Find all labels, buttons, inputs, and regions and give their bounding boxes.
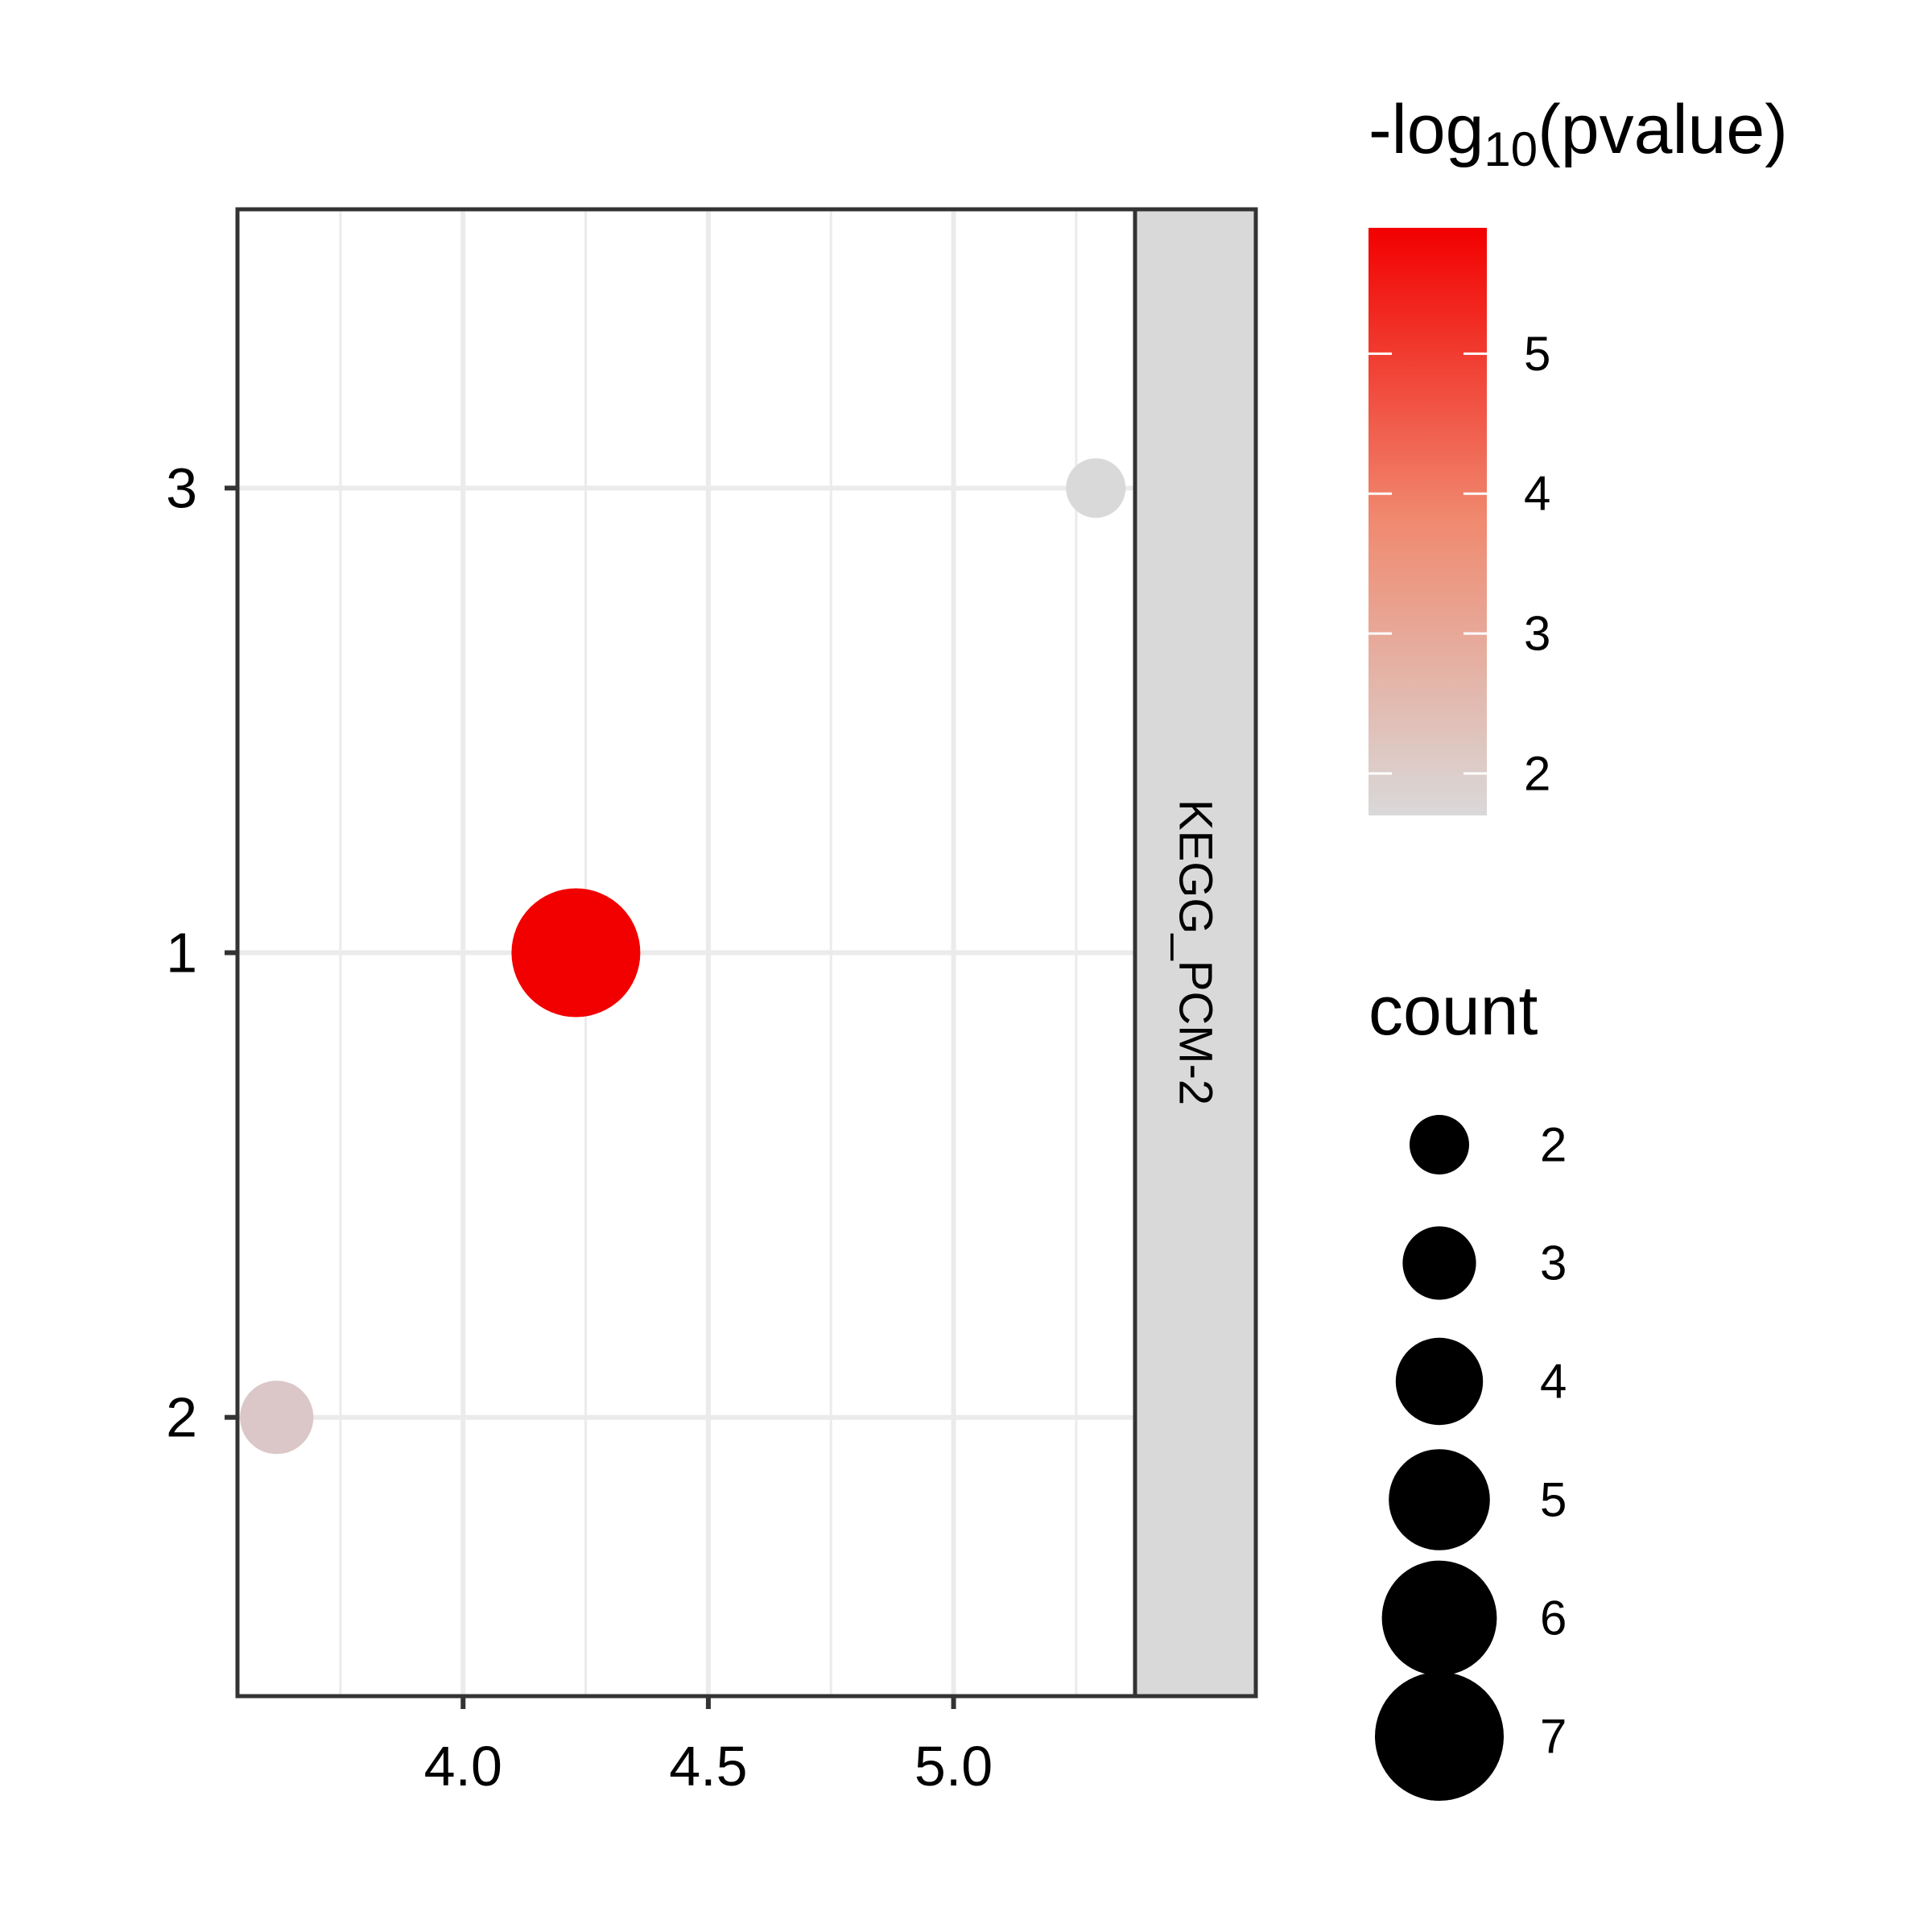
color-legend-title-suffix: (pvalue) [1538, 91, 1788, 168]
color-legend-tick-label: 3 [1524, 607, 1550, 661]
y-tick-label: 2 [166, 1386, 197, 1449]
y-axis: 2 1 3 [166, 456, 237, 1449]
color-legend-tick-label: 2 [1524, 746, 1550, 800]
size-legend-label: 5 [1540, 1473, 1567, 1527]
data-point [1066, 458, 1126, 518]
size-legend-key [1381, 1560, 1497, 1676]
size-legend-key [1389, 1449, 1490, 1550]
size-legend-label: 7 [1540, 1710, 1567, 1764]
color-legend-ticks: 5 4 3 2 [1368, 327, 1550, 800]
size-legend-items: 2 3 4 5 6 7 [1375, 1115, 1567, 1801]
y-tick-label: 1 [166, 922, 197, 985]
size-legend-label: 4 [1540, 1355, 1567, 1409]
size-legend-key [1395, 1337, 1484, 1426]
color-legend-tick-label: 4 [1524, 467, 1550, 521]
y-tick-label: 3 [166, 456, 197, 519]
size-legend-key [1375, 1672, 1504, 1801]
color-legend-title-subscript: 10 [1484, 122, 1538, 176]
data-points [240, 458, 1126, 1455]
major-gridlines [237, 209, 1135, 1696]
size-legend-label: 6 [1540, 1591, 1567, 1645]
facet-strip-label: KEGG_PCM-2 [1170, 799, 1222, 1105]
size-legend-label: 3 [1540, 1236, 1567, 1290]
color-legend-tick-label: 5 [1524, 327, 1550, 381]
size-legend-key [1402, 1226, 1476, 1300]
data-point [511, 888, 641, 1018]
x-axis: 4.0 4.5 5.0 [424, 1696, 993, 1798]
x-tick-label: 5.0 [914, 1735, 993, 1798]
color-legend-title: -log10(pvalue) [1368, 91, 1788, 176]
x-tick-label: 4.0 [424, 1735, 502, 1798]
x-tick-label: 4.5 [669, 1735, 747, 1798]
color-legend-title-prefix: -log [1368, 91, 1484, 168]
data-point [240, 1381, 314, 1455]
size-legend-key [1410, 1115, 1469, 1174]
size-legend-label: 2 [1540, 1118, 1567, 1172]
facet-strip [1133, 207, 1258, 1699]
color-legend-bar [1368, 228, 1487, 815]
size-legend-title: count [1368, 972, 1538, 1050]
